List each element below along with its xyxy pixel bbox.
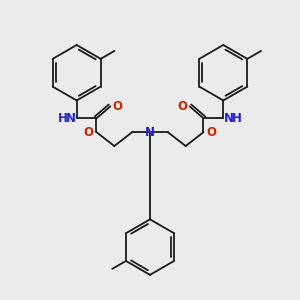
Text: N: N: [66, 112, 76, 125]
Text: O: O: [112, 100, 122, 113]
Text: O: O: [84, 126, 94, 139]
Text: O: O: [206, 126, 216, 139]
Text: H: H: [232, 112, 242, 125]
Text: H: H: [58, 112, 68, 125]
Text: O: O: [178, 100, 188, 113]
Text: N: N: [145, 126, 155, 139]
Text: N: N: [224, 112, 234, 125]
